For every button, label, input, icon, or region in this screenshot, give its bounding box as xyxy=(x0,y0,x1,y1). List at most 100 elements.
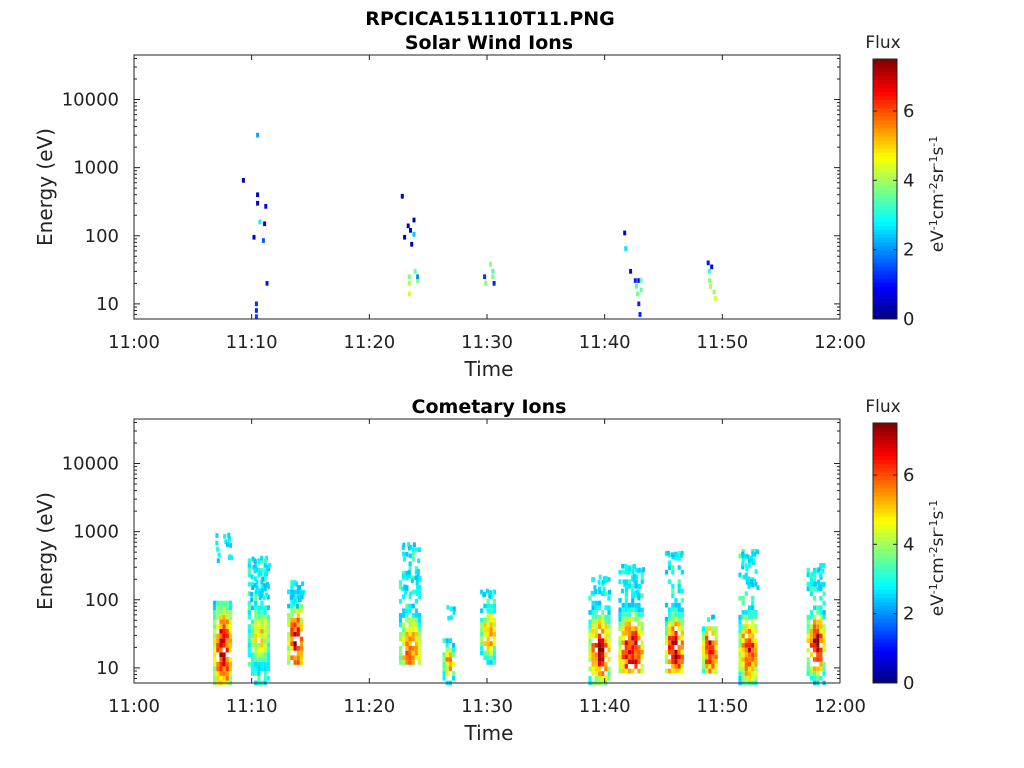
heatmap-cell xyxy=(712,289,716,295)
heatmap-cell xyxy=(618,645,622,650)
heatmap-cell xyxy=(411,627,415,632)
heatmap-cell xyxy=(265,281,269,286)
panel-title: Solar Wind Ions xyxy=(405,32,573,54)
heatmap-cell xyxy=(483,617,487,623)
y-axis-label: Energy (eV) xyxy=(33,128,57,246)
heatmap-cell xyxy=(222,671,226,676)
heatmap-cell xyxy=(452,647,456,653)
heatmap-cell xyxy=(492,608,496,614)
heatmap-cell xyxy=(216,546,220,552)
heatmap-cell xyxy=(590,590,594,596)
heatmap-cell xyxy=(597,586,602,592)
heatmap-cell xyxy=(817,582,821,587)
heatmap-cell xyxy=(598,589,602,595)
heatmap-cell xyxy=(636,589,640,595)
heatmap-cell xyxy=(711,668,715,674)
heatmap-cell xyxy=(254,314,258,319)
heatmap-cell xyxy=(247,581,251,587)
heatmap-cell xyxy=(213,638,217,643)
heatmap-cell xyxy=(224,539,228,545)
heatmap-cell xyxy=(293,655,297,661)
heatmap-cell xyxy=(225,633,229,639)
heatmap-cell xyxy=(406,223,410,229)
heatmap-cell xyxy=(747,558,752,564)
heatmap-cell xyxy=(255,585,259,590)
heatmap-cell xyxy=(627,649,632,655)
heatmap-cell xyxy=(290,646,294,651)
y-tick-label: 10 xyxy=(96,658,119,679)
heatmap-cell xyxy=(409,228,412,233)
heatmap-cell xyxy=(260,652,264,658)
heatmap-cell xyxy=(664,659,669,664)
heatmap-cell xyxy=(266,594,270,600)
heatmap-cell xyxy=(250,619,255,625)
heatmap-cell xyxy=(402,641,406,646)
heatmap-cell xyxy=(263,619,267,625)
heatmap-cell xyxy=(254,301,258,307)
heatmap-cell xyxy=(442,671,446,676)
heatmap-cell xyxy=(222,657,226,662)
heatmap-cell xyxy=(597,619,602,625)
colorbar: Flux 0 2 4 6 eV-1cm-2sr-1s-1 xyxy=(865,33,948,330)
heatmap-cell xyxy=(263,647,267,653)
heatmap-cell xyxy=(293,646,297,651)
heatmap-cell xyxy=(818,573,822,578)
heatmap-cell xyxy=(754,666,758,672)
heatmap-cell xyxy=(445,638,449,643)
heatmap-cell xyxy=(263,624,267,629)
heatmap-cell xyxy=(247,652,251,658)
heatmap-cell xyxy=(219,666,223,672)
heatmap-cell xyxy=(222,675,226,681)
heatmap-cell xyxy=(227,535,231,541)
heatmap-cell xyxy=(809,643,813,648)
heatmap-cell xyxy=(741,564,745,570)
heatmap-cell xyxy=(618,640,622,646)
heatmap-cell xyxy=(442,675,446,681)
heatmap-cell xyxy=(754,647,758,653)
heatmap-cell xyxy=(228,657,233,662)
heatmap-cell xyxy=(250,624,255,629)
heatmap-cell xyxy=(738,661,742,667)
heatmap-cell xyxy=(480,631,484,637)
heatmap-cell xyxy=(671,645,675,650)
heatmap-cell xyxy=(677,602,681,608)
heatmap-cell xyxy=(213,666,217,672)
heatmap-cell xyxy=(680,640,684,646)
heatmap-cell xyxy=(225,666,229,672)
heatmap-cell xyxy=(671,664,675,669)
heatmap-cell xyxy=(747,657,752,662)
heatmap-cell xyxy=(631,640,635,646)
heatmap-cell xyxy=(228,614,233,620)
heatmap-cell xyxy=(405,613,409,618)
heatmap-cell xyxy=(754,581,758,587)
heatmap-cell xyxy=(418,589,422,595)
heatmap-cell xyxy=(618,654,622,660)
heatmap-cell xyxy=(607,577,611,582)
heatmap-cell xyxy=(263,586,267,592)
heatmap-cell xyxy=(637,621,641,627)
heatmap-cell xyxy=(492,631,496,637)
heatmap-cell xyxy=(588,619,592,625)
heatmap-cell xyxy=(680,654,684,660)
heatmap-cell xyxy=(744,628,748,634)
heatmap-cell xyxy=(806,671,810,676)
heatmap-cell xyxy=(290,584,294,590)
heatmap-cell xyxy=(247,624,251,629)
heatmap-cell xyxy=(819,647,823,653)
heatmap-cell xyxy=(594,643,598,648)
heatmap-cell xyxy=(247,628,251,634)
heatmap-cell xyxy=(251,556,255,562)
heatmap-cell xyxy=(287,650,291,656)
x-tick-label: 11:00 xyxy=(108,696,160,717)
heatmap-cell xyxy=(640,574,644,580)
heatmap-cell xyxy=(411,547,415,552)
heatmap-cell xyxy=(664,626,669,631)
heatmap-cell xyxy=(627,645,632,650)
heatmap-cell xyxy=(677,645,681,650)
heatmap-cell xyxy=(621,640,625,646)
heatmap-cell xyxy=(296,594,300,599)
heatmap-cell xyxy=(296,660,300,665)
heatmap-cell xyxy=(260,614,264,620)
heatmap-cell xyxy=(671,621,675,627)
heatmap-cell xyxy=(750,555,753,561)
